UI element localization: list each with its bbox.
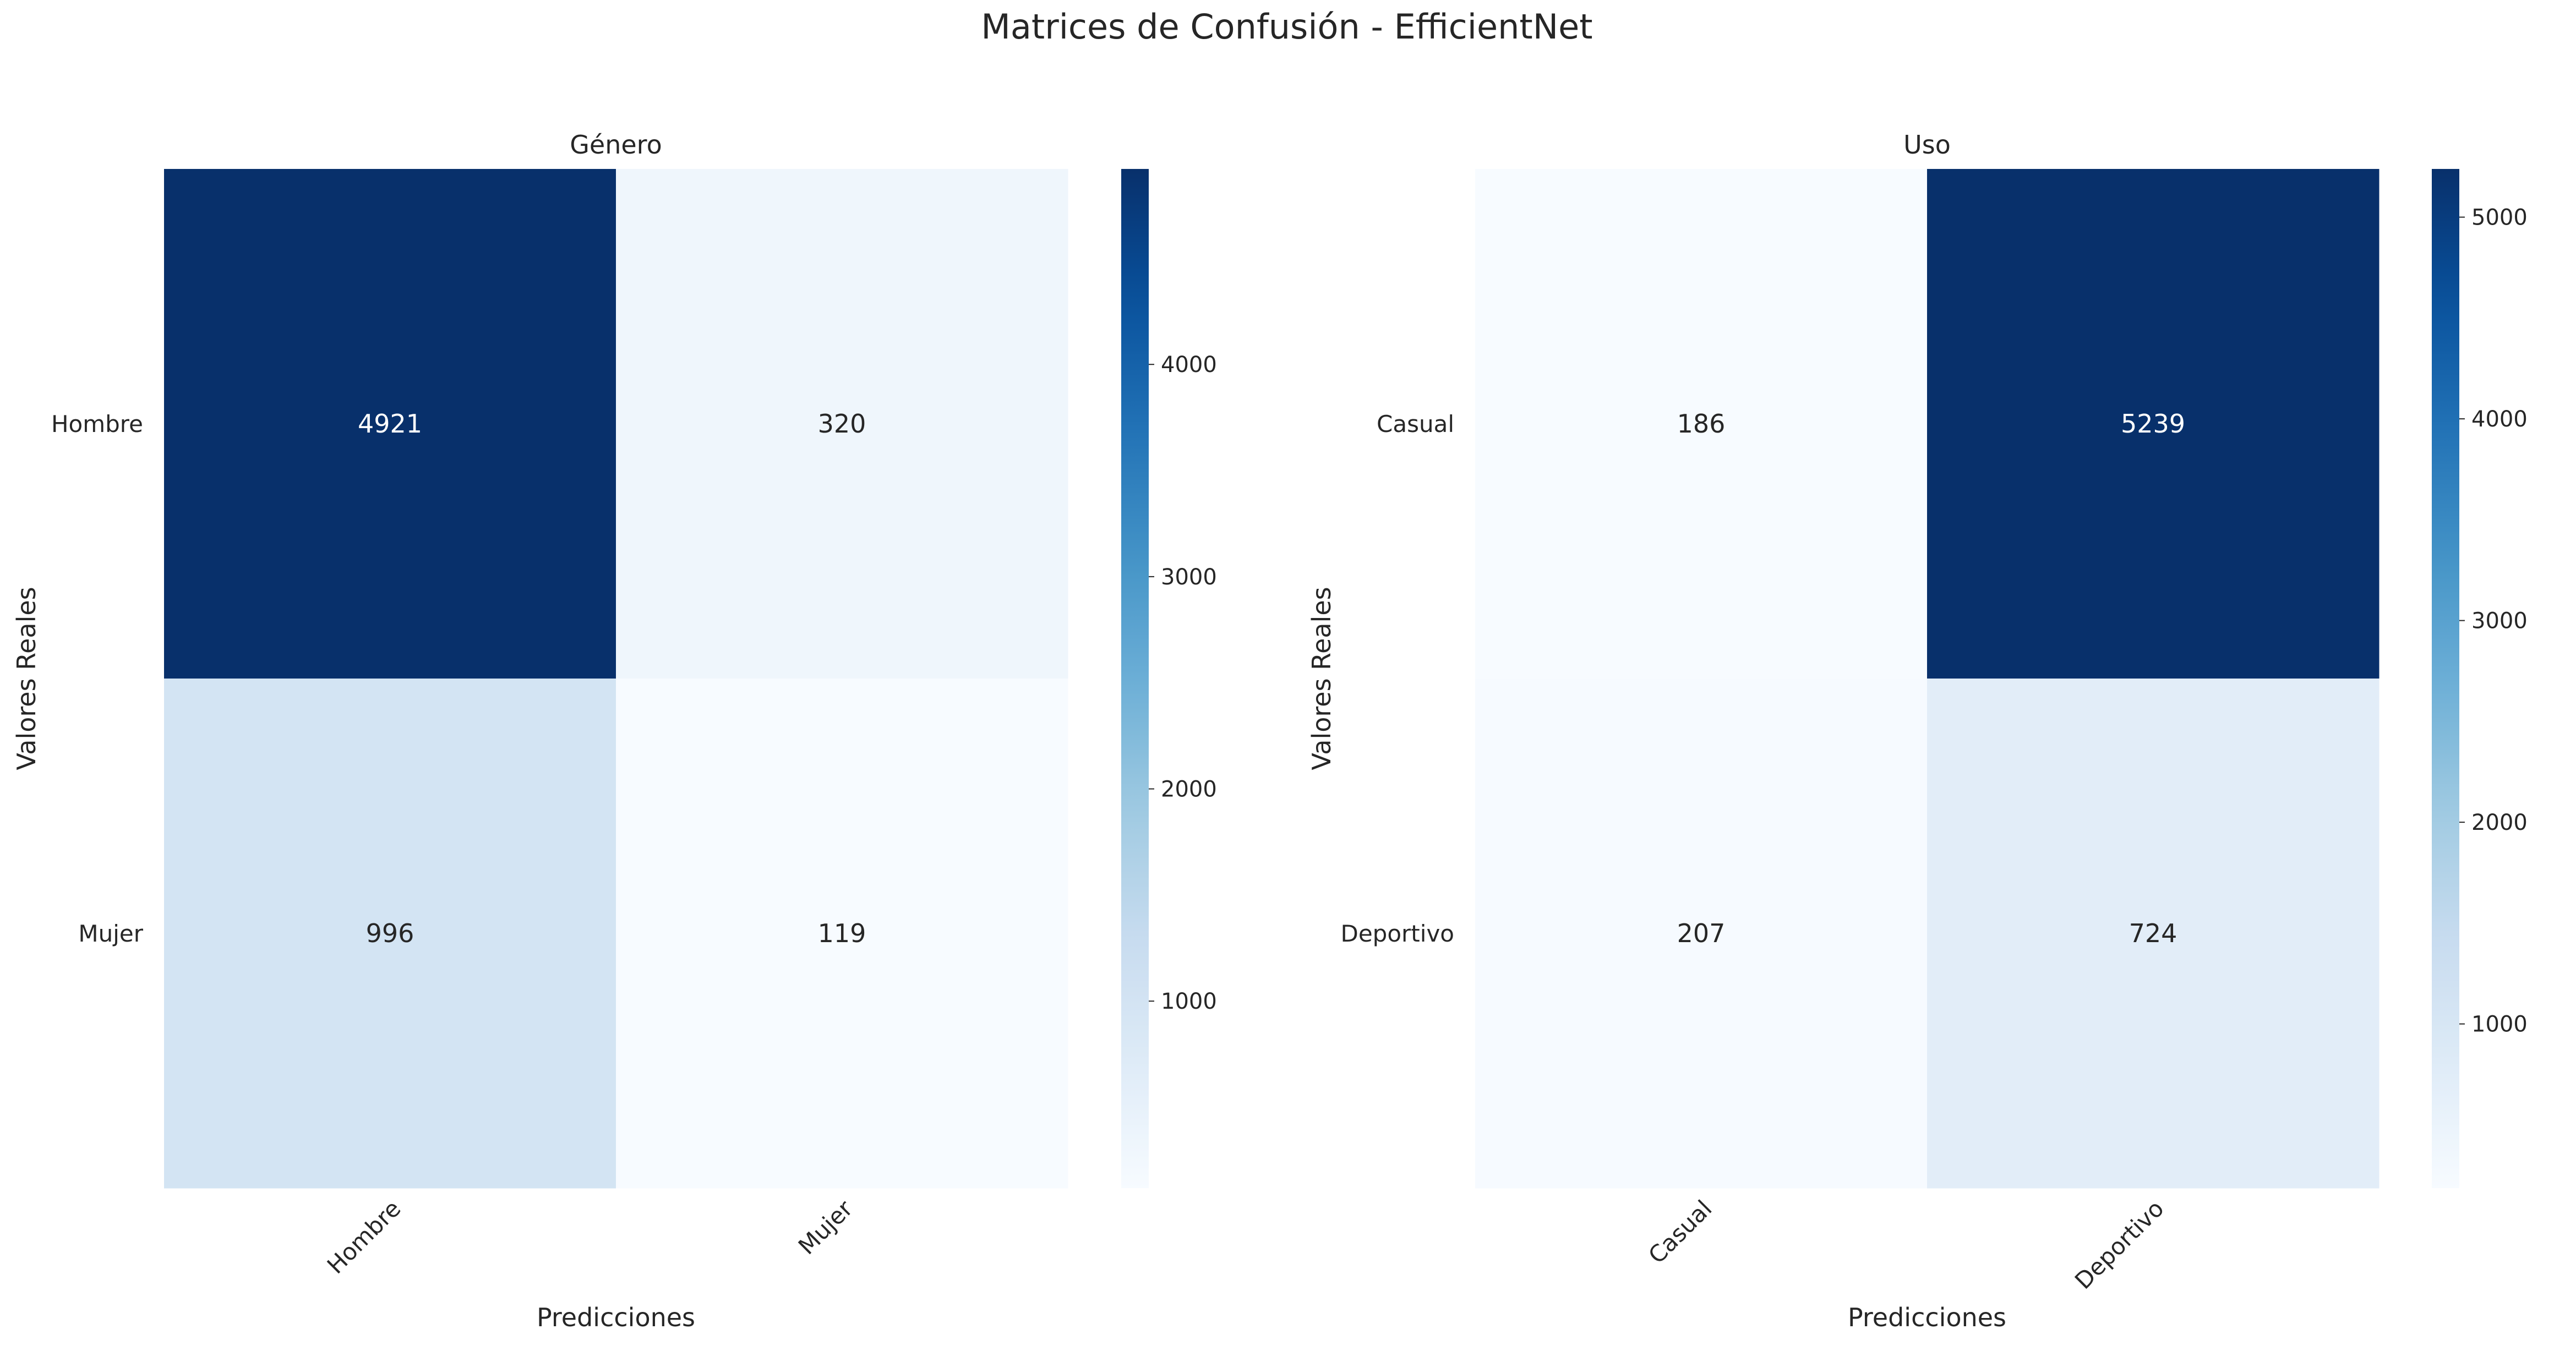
heatmap-cell <box>1475 679 1928 1189</box>
cell-value-label: 207 <box>1677 918 1726 948</box>
y-tick-label: Mujer <box>78 920 143 947</box>
heatmap-cell <box>616 169 1068 679</box>
y-tick-label: Deportivo <box>1341 920 1455 947</box>
panel-title: Género <box>570 130 662 160</box>
cell-value-label: 996 <box>366 918 414 948</box>
heatmap-cell <box>164 169 616 679</box>
colorbar-tick-label: 5000 <box>2471 205 2528 231</box>
cell-value-label: 119 <box>818 918 866 948</box>
colorbar-tick-label: 3000 <box>1161 565 1217 590</box>
colorbar-tick-label: 2000 <box>2471 810 2528 835</box>
cell-value-label: 5239 <box>2121 409 2185 439</box>
x-axis-label: Predicciones <box>1848 1303 2006 1332</box>
y-axis-label: Valores Reales <box>1307 587 1336 770</box>
heatmap-cell <box>1475 169 1928 679</box>
figure-title: Matrices de Confusión - EfficientNet <box>981 7 1592 47</box>
heatmap-cell <box>1927 169 2379 679</box>
y-tick-label: Casual <box>1377 411 1454 437</box>
cell-value-label: 724 <box>2129 918 2177 948</box>
colorbar <box>2432 169 2459 1188</box>
y-axis-label: Valores Reales <box>12 587 41 770</box>
colorbar-tick-label: 3000 <box>2471 609 2528 634</box>
y-tick-label: Hombre <box>51 411 143 437</box>
colorbar-tick-label: 1000 <box>2471 1012 2528 1037</box>
x-axis-label: Predicciones <box>537 1303 695 1332</box>
panel-title: Uso <box>1903 130 1951 160</box>
heatmap-cell <box>1927 679 2379 1189</box>
colorbar <box>1121 169 1149 1188</box>
colorbar-tick-label: 1000 <box>1161 989 1217 1014</box>
heatmap-cell <box>164 679 616 1189</box>
cell-value-label: 186 <box>1677 409 1726 439</box>
colorbar-tick-label: 2000 <box>1161 777 1217 802</box>
heatmap-cell <box>616 679 1068 1189</box>
cell-value-label: 320 <box>818 409 866 439</box>
cell-value-label: 4921 <box>358 409 422 439</box>
colorbar-tick-label: 4000 <box>1161 352 1217 378</box>
colorbar-tick-label: 4000 <box>2471 407 2528 432</box>
